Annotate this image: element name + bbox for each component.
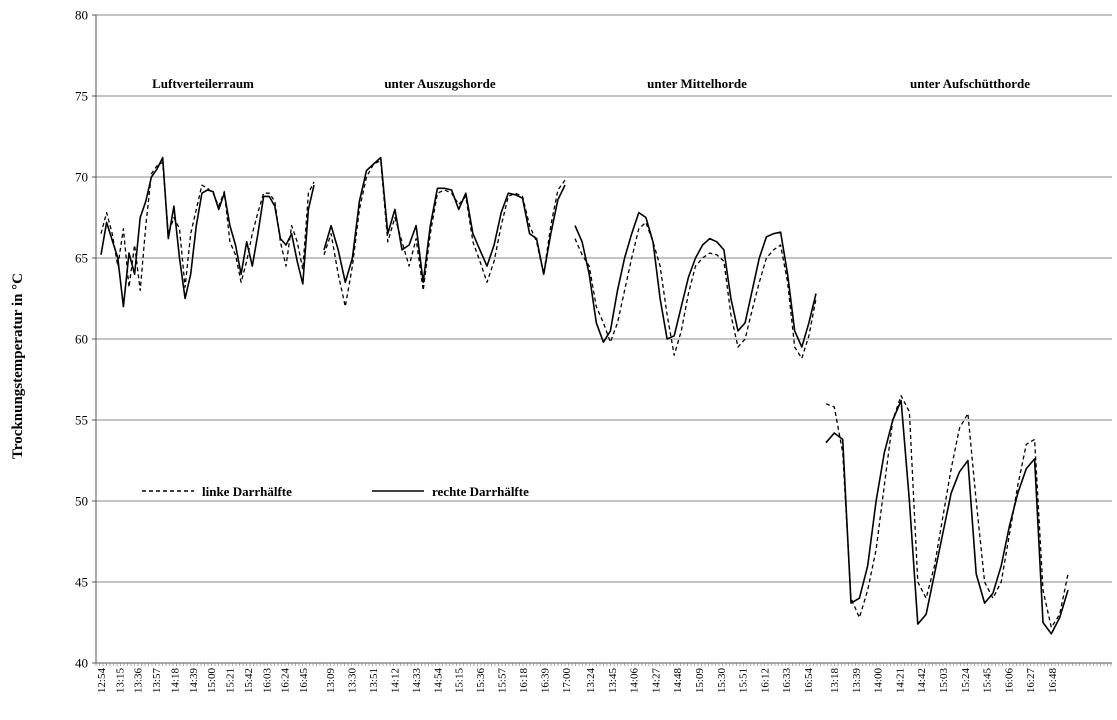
x-tick-label: 13:36 [133, 668, 145, 694]
x-tick-label: 16:54 [803, 668, 815, 694]
x-tick-label: 16:06 [1003, 668, 1015, 694]
x-tick-label: 17:00 [561, 668, 573, 694]
x-tick-label: 13:24 [585, 668, 597, 694]
x-tick-label: 15:45 [982, 668, 994, 694]
x-tick-label: 16:33 [781, 668, 793, 694]
series-lines [101, 158, 1068, 634]
x-tick-label: 15:15 [454, 668, 466, 694]
y-tick-label-45: 45 [75, 575, 88, 590]
y-axis-label: Trocknungstemperatur in °C [10, 273, 26, 459]
section-title-1: unter Auszugshorde [384, 76, 496, 91]
x-tick-label: 14:00 [873, 668, 885, 694]
y-tick-label-80: 80 [75, 8, 88, 23]
x-tick-label: 16:03 [261, 668, 273, 694]
section-title-0: Luftverteilerraum [152, 76, 254, 91]
y-tick-label-70: 70 [75, 170, 88, 185]
legend-label-linke: linke Darrhälfte [202, 484, 292, 499]
x-tick-label: 16:27 [1025, 668, 1037, 694]
x-tick-label: 14:21 [894, 668, 906, 693]
series-line-rechte-3 [826, 401, 1068, 634]
x-tick-label: 13:39 [851, 668, 863, 694]
x-tick-label: 13:57 [151, 668, 163, 694]
section-title-2: unter Mittelhorde [647, 76, 747, 91]
x-tick-label: 16:45 [298, 668, 310, 694]
series-line-linke-2 [575, 222, 816, 358]
section-titles: Luftverteilerraum unter Auszugshorde unter… [152, 76, 1030, 91]
x-tick-label: 14:48 [672, 668, 684, 694]
x-tick-label: 14:12 [389, 668, 401, 693]
x-tick-label: 14:42 [916, 668, 928, 693]
legend: linke Darrhälfte rechte Darrhälfte [142, 484, 529, 499]
y-tick-label-50: 50 [75, 494, 88, 509]
legend-label-rechte: rechte Darrhälfte [432, 484, 529, 499]
x-tick-label: 16:24 [280, 668, 292, 694]
x-tick-label: 15:21 [225, 668, 237, 693]
x-tick-label: 14:27 [650, 668, 662, 694]
x-tick-label: 15:30 [716, 668, 728, 694]
x-tick-label: 15:36 [475, 668, 487, 694]
x-tick-label: 13:45 [607, 668, 619, 694]
x-tick-label: 14:18 [169, 668, 181, 694]
x-tick-label: 14:39 [188, 668, 200, 694]
y-tick-label-75: 75 [75, 89, 88, 104]
x-tick-label: 13:18 [829, 668, 841, 694]
x-tick-label: 15:57 [497, 668, 509, 694]
x-tick-label: 12:54 [96, 668, 108, 694]
series-line-rechte-2 [575, 213, 816, 348]
x-tick-label: 15:09 [694, 668, 706, 694]
y-tick-label-40: 40 [75, 656, 88, 671]
y-tick-label-60: 60 [75, 332, 88, 347]
x-tick-label: 15:03 [938, 668, 950, 694]
x-tick-label: 14:06 [629, 668, 641, 694]
x-tick-label: 15:24 [960, 668, 972, 694]
x-tick-label: 16:48 [1047, 668, 1059, 694]
x-tick-label: 14:33 [411, 668, 423, 694]
x-tick-label: 16:12 [759, 668, 771, 693]
series-line-linke-0 [101, 162, 314, 290]
x-tick-label: 15:42 [243, 668, 255, 693]
x-tick-label: 16:18 [518, 668, 530, 694]
x-tick-label: 15:00 [206, 668, 218, 694]
x-tick-label: 13:15 [114, 668, 126, 694]
x-tick-label: 13:09 [325, 668, 337, 694]
x-tick-label: 13:30 [346, 668, 358, 694]
x-tick-label: 13:51 [368, 668, 380, 693]
y-tick-labels: 40 45 50 55 60 65 70 75 80 [75, 8, 88, 671]
x-tick-label: 16:39 [540, 668, 552, 694]
y-tick-label-65: 65 [75, 251, 88, 266]
x-tick-label: 15:51 [738, 668, 750, 693]
x-tick-labels: 12:54 13:15 13:36 13:57 14:18 14:39 15:00 15:21… [96, 668, 1059, 694]
section-title-3: unter Aufschütthorde [910, 76, 1030, 91]
y-tick-label-55: 55 [75, 413, 88, 428]
series-line-rechte-0 [101, 158, 314, 307]
x-tick-label: 14:54 [432, 668, 444, 694]
